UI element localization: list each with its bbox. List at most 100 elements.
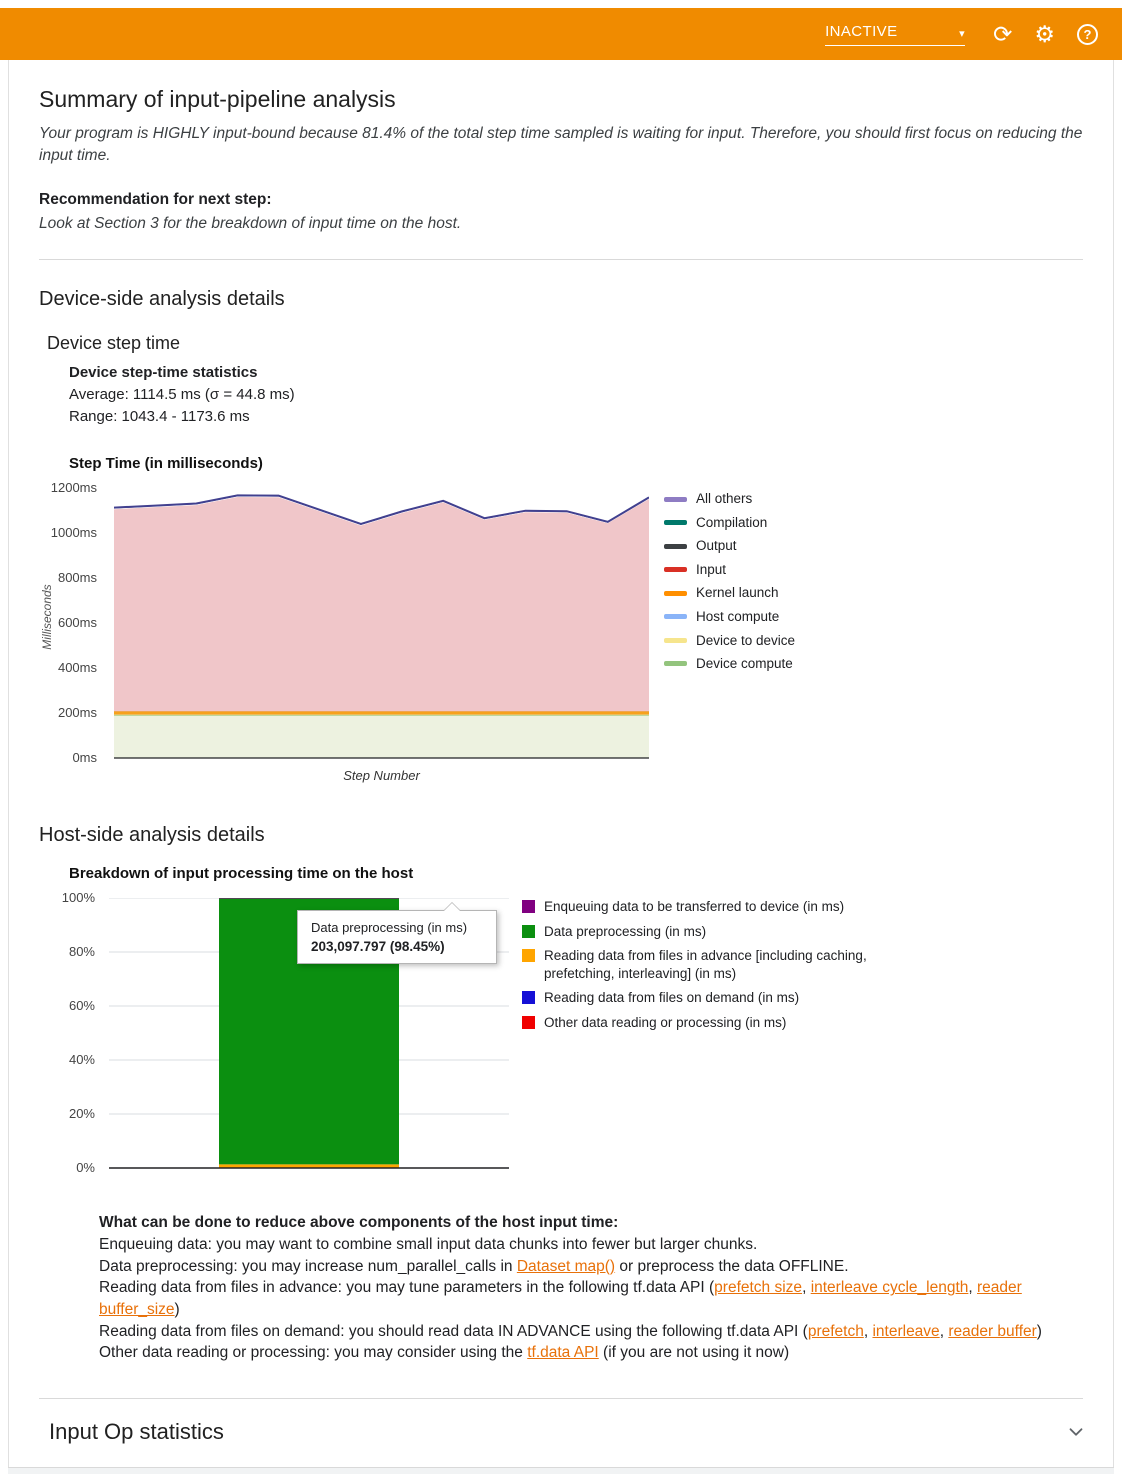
- advice-line: Other data reading or processing: you ma…: [99, 1342, 1053, 1364]
- help-icon: ?: [1077, 24, 1098, 45]
- legend-label: Other data reading or processing (in ms): [544, 1014, 786, 1032]
- y-axis-tick: 1000ms: [51, 525, 97, 540]
- legend-swatch: [664, 638, 687, 643]
- host-side-section: Host-side analysis details Breakdown of …: [9, 796, 1113, 1399]
- host-chart-legend: Enqueuing data to be transferred to devi…: [522, 898, 874, 1038]
- legend-label: Device compute: [696, 655, 793, 673]
- advice-line: Reading data from files in advance: you …: [99, 1277, 1053, 1320]
- legend-label: Output: [696, 537, 737, 555]
- legend-swatch: [664, 544, 687, 549]
- legend-label: Enqueuing data to be transferred to devi…: [544, 898, 844, 916]
- legend-label: All others: [696, 490, 752, 508]
- y-axis-tick: 600ms: [58, 615, 97, 630]
- advice-line: Enqueuing data: you may want to combine …: [99, 1234, 1053, 1256]
- legend-item: Host compute: [664, 608, 795, 626]
- legend-swatch: [522, 991, 535, 1004]
- y-axis-tick: 400ms: [58, 660, 97, 675]
- step-time-area-plot[interactable]: [114, 488, 649, 760]
- legend-item: Input: [664, 561, 795, 579]
- device-step-time-stats: Device step-time statistics Average: 111…: [39, 362, 1083, 427]
- summary-section: Summary of input-pipeline analysis Your …: [9, 60, 1113, 260]
- tooltip-value: 203,097.797 (98.45%): [311, 939, 483, 954]
- advice-link[interactable]: interleave: [872, 1323, 939, 1340]
- legend-label: Reading data from files on demand (in ms…: [544, 989, 799, 1007]
- summary-title: Summary of input-pipeline analysis: [39, 60, 1083, 123]
- device-section-title: Device-side analysis details: [39, 260, 1083, 315]
- y-axis-tick: 40%: [69, 1052, 95, 1067]
- capture-status-dropdown[interactable]: INACTIVE ▾: [825, 23, 965, 46]
- chart-tooltip: Data preprocessing (in ms) 203,097.797 (…: [297, 910, 497, 964]
- main-content-card: Summary of input-pipeline analysis Your …: [8, 60, 1114, 1467]
- legend-item: Device to device: [664, 632, 795, 650]
- device-chart-legend: All others Compilation Output Input Kernel l…: [664, 490, 795, 678]
- advice-link[interactable]: interleave cycle_length: [811, 1279, 969, 1296]
- legend-label: Reading data from files in advance [incl…: [544, 947, 874, 982]
- chevron-down-icon[interactable]: [1065, 1421, 1087, 1443]
- y-axis-tick: 80%: [69, 944, 95, 959]
- capture-status-value: INACTIVE: [825, 23, 897, 40]
- legend-item: Device compute: [664, 655, 795, 673]
- legend-item: Compilation: [664, 514, 795, 532]
- legend-item: Output: [664, 537, 795, 555]
- device-step-time-title: Device step time: [39, 315, 1083, 362]
- advice-link[interactable]: reader buffer: [948, 1323, 1036, 1340]
- legend-item: Enqueuing data to be transferred to devi…: [522, 898, 874, 916]
- stats-average: Average: 1114.5 ms (σ = 44.8 ms): [69, 384, 1083, 406]
- legend-label: Kernel launch: [696, 584, 779, 602]
- refresh-button[interactable]: ⟳: [993, 23, 1012, 46]
- legend-label: Input: [696, 561, 726, 579]
- advice-link[interactable]: tf.data API: [527, 1344, 599, 1361]
- legend-item: Data preprocessing (in ms): [522, 923, 874, 941]
- advice-line: Data preprocessing: you may increase num…: [99, 1256, 1053, 1278]
- y-axis-tick: 200ms: [58, 705, 97, 720]
- host-breakdown-chart: 0%20%40%60%80%100% Data preprocessing (i…: [69, 894, 1083, 1190]
- advice-link[interactable]: prefetch size: [714, 1279, 802, 1296]
- legend-swatch: [522, 900, 535, 913]
- refresh-icon: ⟳: [993, 23, 1012, 46]
- advice-lines: Enqueuing data: you may want to combine …: [99, 1234, 1053, 1364]
- legend-item: Reading data from files in advance [incl…: [522, 947, 874, 982]
- y-axis-tick: 0%: [76, 1160, 95, 1175]
- advice-line: Reading data from files on demand: you s…: [99, 1321, 1053, 1343]
- y-axis-tick: 0ms: [72, 750, 97, 765]
- input-op-statistics-header[interactable]: Input Op statistics: [9, 1399, 1113, 1467]
- y-axis-tick: 800ms: [58, 570, 97, 585]
- y-axis-ticks: 0%20%40%60%80%100%: [69, 894, 105, 1174]
- legend-swatch: [664, 591, 687, 596]
- legend-swatch: [522, 925, 535, 938]
- y-axis-tick: 60%: [69, 998, 95, 1013]
- y-axis-tick: 20%: [69, 1106, 95, 1121]
- device-side-section: Device-side analysis details Device step…: [9, 260, 1113, 796]
- legend-swatch: [522, 1016, 535, 1029]
- app-header: INACTIVE ▾ ⟳ ⚙ ?: [0, 8, 1122, 60]
- x-axis-label: Step Number: [114, 768, 649, 783]
- device-chart-title: Step Time (in milliseconds): [39, 427, 1083, 484]
- legend-label: Host compute: [696, 608, 779, 626]
- recommendation-label: Recommendation for next step:: [39, 191, 1083, 209]
- legend-swatch: [664, 520, 687, 525]
- stats-range: Range: 1043.4 - 1173.6 ms: [69, 406, 1083, 428]
- page-bottom-strip: [8, 1467, 1114, 1474]
- host-section-title: Host-side analysis details: [39, 796, 1083, 851]
- legend-swatch: [664, 614, 687, 619]
- legend-label: Compilation: [696, 514, 767, 532]
- advice-title: What can be done to reduce above compone…: [99, 1212, 1053, 1234]
- host-advice-block: What can be done to reduce above compone…: [39, 1190, 1083, 1372]
- stats-heading: Device step-time statistics: [69, 362, 1083, 384]
- legend-label: Device to device: [696, 632, 795, 650]
- summary-conclusion: Your program is HIGHLY input-bound becau…: [39, 123, 1083, 167]
- legend-item: Kernel launch: [664, 584, 795, 602]
- legend-item: Other data reading or processing (in ms): [522, 1014, 874, 1032]
- help-button[interactable]: ?: [1077, 24, 1098, 45]
- settings-button[interactable]: ⚙: [1034, 23, 1055, 46]
- legend-swatch: [664, 497, 687, 502]
- gear-icon: ⚙: [1034, 23, 1055, 46]
- legend-swatch: [664, 661, 687, 666]
- y-axis-tick: 1200ms: [51, 480, 97, 495]
- legend-swatch: [522, 949, 535, 962]
- legend-swatch: [664, 567, 687, 572]
- advice-link[interactable]: Dataset map(): [517, 1258, 615, 1275]
- advice-link[interactable]: prefetch: [808, 1323, 864, 1340]
